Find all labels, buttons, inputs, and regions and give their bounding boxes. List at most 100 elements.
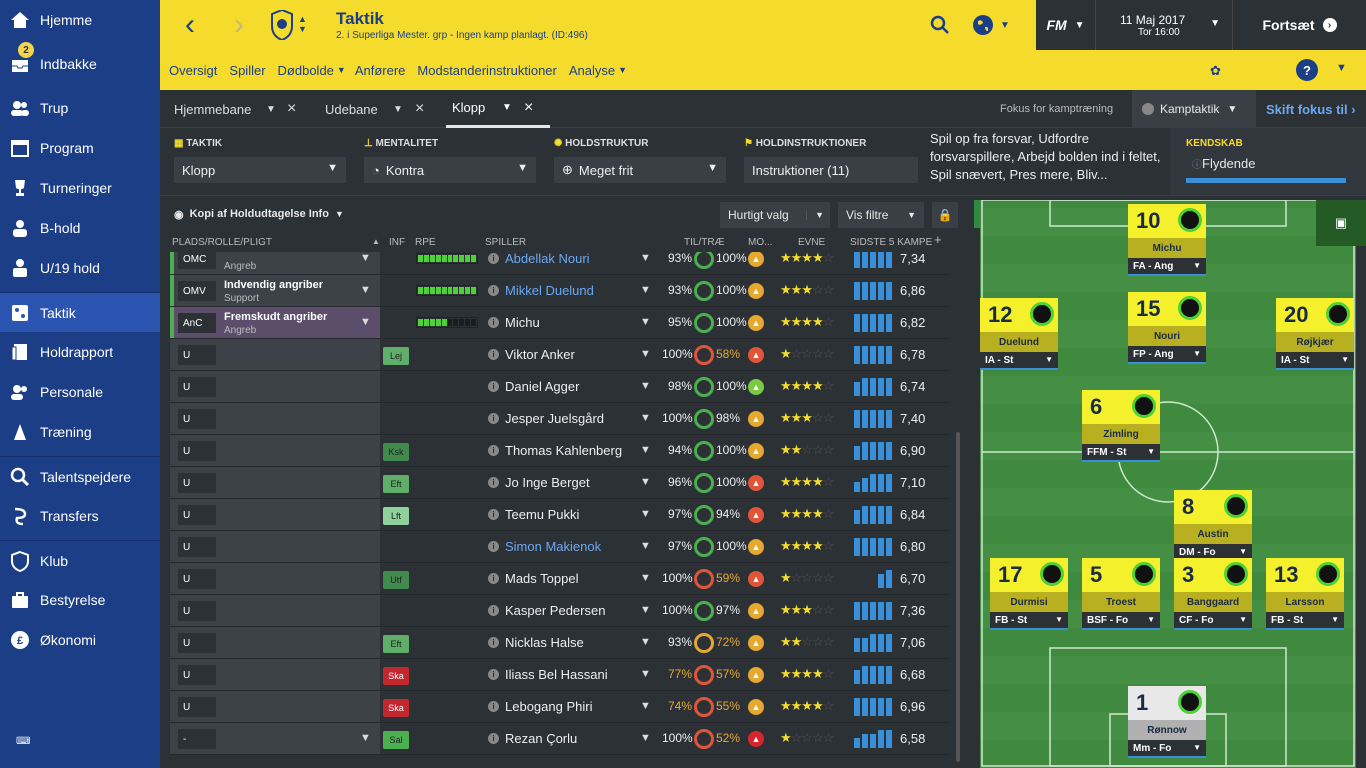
player-name[interactable]: Thomas Kahlenberg <box>505 443 623 458</box>
position-cell[interactable]: U <box>170 403 380 434</box>
player-role-select[interactable]: FB - St ▼ <box>990 612 1068 630</box>
sidebar-item-talentspejdere[interactable]: Talentspejdere <box>0 456 160 496</box>
menu-analysis[interactable]: Analyse <box>568 62 616 78</box>
close-icon[interactable]: × <box>524 98 534 116</box>
player-name[interactable]: Daniel Agger <box>505 379 580 394</box>
date-box[interactable]: 11 Maj 2017 Tor 16:00 ▼ <box>1096 0 1232 50</box>
menu-captains[interactable]: Anførere <box>354 62 406 78</box>
fm-menu-button[interactable]: FM ▼ <box>1036 0 1096 50</box>
player-name[interactable]: Simon Makienok <box>505 539 602 554</box>
chevron-down-icon[interactable]: ▼ <box>640 444 651 456</box>
info-badge[interactable]: Ksk <box>383 443 409 461</box>
sidebar-item-indbakke[interactable]: Indbakke 2 <box>0 42 160 84</box>
info-badge[interactable]: Ska <box>383 667 409 685</box>
show-filters-button[interactable]: Vis filtre ▼ <box>838 202 924 228</box>
position-cell[interactable]: U <box>170 371 380 402</box>
info-badge[interactable]: Lft <box>383 507 409 525</box>
pitch-player[interactable]: 10 Michu FA - Ang ▼ <box>1128 204 1206 276</box>
sidebar-item-transfers[interactable]: Transfers <box>0 496 160 536</box>
info-badge[interactable]: Ska <box>383 699 409 717</box>
position-cell[interactable]: AnC Fremskudt angriber Angreb ▼ <box>170 307 380 338</box>
sidebar-item-b-hold[interactable]: B-hold <box>0 208 160 248</box>
info-icon[interactable]: i <box>488 541 499 552</box>
chevron-down-icon[interactable]: ▼ <box>640 508 651 520</box>
player-role-select[interactable]: FB - St ▼ <box>1266 612 1344 630</box>
sidebar-item-bestyrelse[interactable]: Bestyrelse <box>0 580 160 620</box>
chevron-down-icon[interactable]: ▼ <box>360 732 371 744</box>
player-name[interactable]: Viktor Anker <box>505 347 575 362</box>
quick-pick-button[interactable]: Hurtigt valg ▼ <box>720 202 830 228</box>
table-row[interactable]: U Lej i Viktor Anker ▼ 100% 58% ▲ ★☆☆☆☆ 6,78 <box>170 339 950 371</box>
switch-focus-link[interactable]: Skift fokus til › <box>1266 102 1356 117</box>
chevron-down-icon[interactable]: ▼ <box>640 380 651 392</box>
sidebar-item-taktik[interactable]: Taktik <box>0 292 160 332</box>
col-rpe[interactable]: RPE <box>415 237 436 248</box>
player-role-select[interactable]: FFM - St ▼ <box>1082 444 1160 462</box>
player-name[interactable]: Michu <box>505 315 540 330</box>
player-name[interactable]: Mads Toppel <box>505 571 579 586</box>
chevron-down-icon[interactable]: ▼ <box>640 540 651 552</box>
position-cell[interactable]: U <box>170 691 380 722</box>
position-cell[interactable]: U <box>170 499 380 530</box>
info-icon[interactable]: i <box>488 445 499 456</box>
table-row[interactable]: U Utf i Mads Toppel ▼ 100% 59% ▲ ★☆☆☆☆ 6,70 <box>170 563 950 595</box>
globe-icon[interactable]: ▼ <box>966 0 1016 50</box>
pitch-player[interactable]: 3 Banggaard CF - Fo ▼ <box>1174 558 1252 630</box>
chevron-down-icon[interactable]: ▼ <box>640 572 651 584</box>
mentality-select[interactable]: ◔ Kontra ▼ <box>364 157 536 183</box>
close-icon[interactable]: × <box>287 100 297 117</box>
col-pos[interactable]: PLADS/ROLLE/PLIGT <box>172 237 273 248</box>
menu-player[interactable]: Spiller <box>229 62 266 78</box>
player-role-select[interactable]: IA - St ▼ <box>980 352 1058 370</box>
sidebar-item-trup[interactable]: Trup <box>0 88 160 128</box>
sidebar-item-personale[interactable]: Personale <box>0 372 160 412</box>
continue-button[interactable]: Fortsæt › <box>1232 0 1366 50</box>
info-icon[interactable]: i <box>488 605 499 616</box>
chevron-down-icon[interactable]: ▼ <box>393 103 403 115</box>
tab-home[interactable]: Hjemmebane ▼ × <box>174 90 306 128</box>
table-row[interactable]: - ▼ Sal i Rezan Çorlu ▼ 100% 52% ▲ ★☆☆☆☆ 6,58 <box>170 723 950 755</box>
player-name[interactable]: Abdellak Nouri <box>505 252 590 266</box>
info-icon[interactable]: i <box>488 637 499 648</box>
add-column-icon[interactable]: + <box>934 232 942 247</box>
menu-overview[interactable]: Oversigt <box>169 62 218 78</box>
table-row[interactable]: OMC Angreb ▼ i Abdellak Nouri ▼ 93% 100% ▲ ★★★★☆ 7… <box>170 252 950 275</box>
chevron-down-icon[interactable]: ▼ <box>1336 62 1347 74</box>
player-role-select[interactable]: BSF - Fo ▼ <box>1082 612 1160 630</box>
sidebar-item-program[interactable]: Program <box>0 128 160 168</box>
pitch-player[interactable]: 5 Troest BSF - Fo ▼ <box>1082 558 1160 630</box>
view-select[interactable]: ◉ Kopi af Holdudtagelse Info ▼ <box>174 204 344 224</box>
chevron-down-icon[interactable]: ▼ <box>360 284 371 296</box>
info-icon[interactable]: i <box>488 701 499 712</box>
info-badge[interactable]: Lej <box>383 347 409 365</box>
sidebar-item-turneringer[interactable]: Turneringer <box>0 168 160 208</box>
position-cell[interactable]: U <box>170 467 380 498</box>
sidebar-item-klub[interactable]: Klub <box>0 540 160 580</box>
sidebar-item-økonomi[interactable]: £ Økonomi <box>0 620 160 660</box>
menu-set-pieces[interactable]: Dødbolde <box>277 62 334 78</box>
player-role-select[interactable]: FP - Ang ▼ <box>1128 346 1206 364</box>
chevron-down-icon[interactable]: ▼ <box>640 252 651 264</box>
pitch-player[interactable]: 20 Røjkjær IA - St ▼ <box>1276 298 1354 370</box>
chevron-down-icon[interactable]: ▼ <box>502 102 512 113</box>
position-cell[interactable]: OMV Indvendig angriber Support ▼ <box>170 275 380 306</box>
pitch-player[interactable]: 15 Nouri FP - Ang ▼ <box>1128 292 1206 364</box>
info-badge[interactable]: Eft <box>383 635 409 653</box>
pitch-player[interactable]: 13 Larsson FB - St ▼ <box>1266 558 1344 630</box>
chevron-down-icon[interactable]: ▼ <box>640 668 651 680</box>
forward-arrow-icon[interactable]: › <box>234 8 244 41</box>
help-icon[interactable]: ? <box>1296 59 1318 81</box>
chevron-down-icon[interactable]: ▼ <box>640 348 651 360</box>
info-icon[interactable]: i <box>488 509 499 520</box>
player-role-select[interactable]: Mm - Fo ▼ <box>1128 740 1206 758</box>
team-icon[interactable]: ✿ <box>1210 63 1221 78</box>
info-icon[interactable]: i <box>488 413 499 424</box>
info-icon[interactable]: i <box>488 573 499 584</box>
pitch-player[interactable]: 12 Duelund IA - St ▼ <box>980 298 1058 370</box>
col-player[interactable]: SPILLER <box>485 237 527 248</box>
chevron-down-icon[interactable]: ▼ <box>266 103 276 115</box>
structure-select[interactable]: ⊕ Meget frit ▼ <box>554 157 726 183</box>
